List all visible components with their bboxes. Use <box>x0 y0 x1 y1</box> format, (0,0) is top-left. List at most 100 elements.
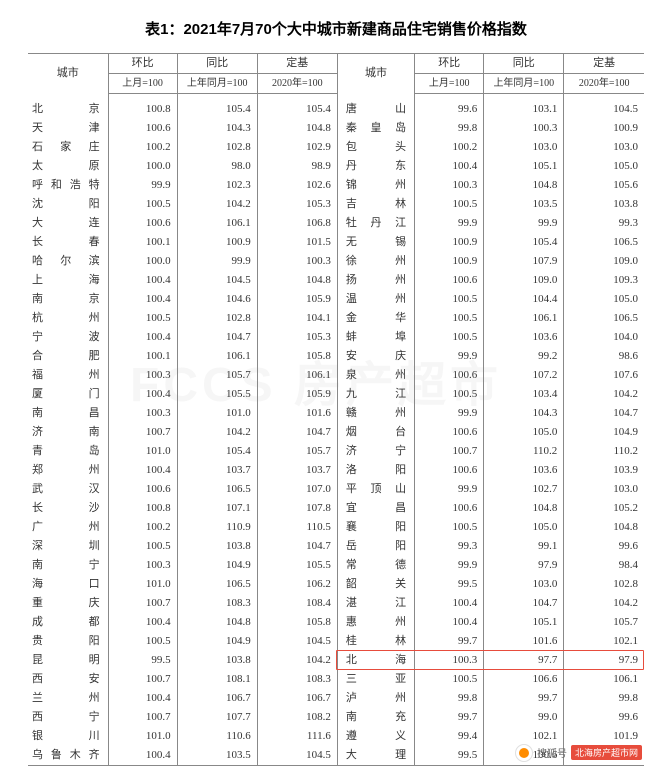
value-cell: 99.5 <box>108 651 177 670</box>
value-cell: 100.7 <box>108 594 177 613</box>
value-cell: 99.6 <box>415 100 484 119</box>
city-cell: 桂林 <box>337 632 414 651</box>
value-cell: 105.4 <box>484 233 564 252</box>
city-cell: 大理 <box>337 746 414 766</box>
city-cell: 贵阳 <box>28 632 108 651</box>
header-base-right: 定基 <box>564 54 644 74</box>
table-row: 长春100.1100.9101.5无锡100.9105.4106.5 <box>28 233 644 252</box>
value-cell: 100.2 <box>415 138 484 157</box>
city-cell: 天津 <box>28 119 108 138</box>
table-row: 南昌100.3101.0101.6赣州99.9104.3104.7 <box>28 404 644 423</box>
city-cell: 丹东 <box>337 157 414 176</box>
value-cell: 104.7 <box>177 328 257 347</box>
city-cell: 南宁 <box>28 556 108 575</box>
value-cell: 100.4 <box>108 271 177 290</box>
value-cell: 100.7 <box>108 670 177 689</box>
value-cell: 103.4 <box>484 385 564 404</box>
value-cell: 100.4 <box>108 385 177 404</box>
sohu-logo-icon <box>515 744 533 762</box>
table-row: 兰州100.4106.7106.7泸州99.899.799.8 <box>28 689 644 708</box>
value-cell: 111.6 <box>257 727 337 746</box>
value-cell: 102.1 <box>564 632 644 651</box>
value-cell: 104.2 <box>257 651 337 670</box>
table-row: 上海100.4104.5104.8扬州100.6109.0109.3 <box>28 271 644 290</box>
value-cell: 109.0 <box>484 271 564 290</box>
city-cell: 包头 <box>337 138 414 157</box>
value-cell: 104.3 <box>484 404 564 423</box>
value-cell: 105.7 <box>564 613 644 632</box>
value-cell: 104.8 <box>257 271 337 290</box>
header-yoy-right: 同比 <box>484 54 564 74</box>
value-cell: 103.5 <box>177 746 257 766</box>
value-cell: 104.8 <box>257 119 337 138</box>
value-cell: 100.5 <box>415 670 484 689</box>
city-cell: 厦门 <box>28 385 108 404</box>
value-cell: 97.9 <box>484 556 564 575</box>
city-cell: 牡丹江 <box>337 214 414 233</box>
city-cell: 北京 <box>28 100 108 119</box>
city-cell: 福州 <box>28 366 108 385</box>
value-cell: 105.4 <box>177 100 257 119</box>
value-cell: 99.9 <box>415 404 484 423</box>
table-row: 青岛101.0105.4105.7济宁100.7110.2110.2 <box>28 442 644 461</box>
value-cell: 105.7 <box>177 366 257 385</box>
value-cell: 101.0 <box>108 442 177 461</box>
value-cell: 104.8 <box>484 499 564 518</box>
table-row: 南京100.4104.6105.9温州100.5104.4105.0 <box>28 290 644 309</box>
city-cell: 秦皇岛 <box>337 119 414 138</box>
city-cell: 蚌埠 <box>337 328 414 347</box>
table-row: 广州100.2110.9110.5襄阳100.5105.0104.8 <box>28 518 644 537</box>
table-header: 城市 环比 同比 定基 城市 环比 同比 定基 上月=100 上年同月=100 … <box>28 54 644 94</box>
value-cell: 110.2 <box>484 442 564 461</box>
value-cell: 100.9 <box>564 119 644 138</box>
value-cell: 101.0 <box>108 575 177 594</box>
value-cell: 110.9 <box>177 518 257 537</box>
value-cell: 99.6 <box>564 708 644 727</box>
value-cell: 99.6 <box>564 537 644 556</box>
city-cell: 西安 <box>28 670 108 689</box>
value-cell: 100.3 <box>257 252 337 271</box>
value-cell: 99.8 <box>564 689 644 708</box>
value-cell: 101.0 <box>177 404 257 423</box>
value-cell: 102.6 <box>257 176 337 195</box>
value-cell: 99.8 <box>415 689 484 708</box>
table-row: 贵阳100.5104.9104.5桂林99.7101.6102.1 <box>28 632 644 651</box>
value-cell: 100.5 <box>415 290 484 309</box>
city-cell: 赣州 <box>337 404 414 423</box>
value-cell: 99.9 <box>415 480 484 499</box>
value-cell: 100.4 <box>108 689 177 708</box>
value-cell: 104.5 <box>564 100 644 119</box>
value-cell: 100.6 <box>108 119 177 138</box>
table-row: 济南100.7104.2104.7烟台100.6105.0104.9 <box>28 423 644 442</box>
value-cell: 99.3 <box>564 214 644 233</box>
value-cell: 103.8 <box>177 651 257 670</box>
value-cell: 99.7 <box>484 689 564 708</box>
value-cell: 110.6 <box>177 727 257 746</box>
value-cell: 100.6 <box>415 499 484 518</box>
city-cell: 锦州 <box>337 176 414 195</box>
header-city-left: 城市 <box>28 54 108 94</box>
value-cell: 106.1 <box>177 214 257 233</box>
value-cell: 99.5 <box>415 575 484 594</box>
value-cell: 106.1 <box>484 309 564 328</box>
value-cell: 105.2 <box>564 499 644 518</box>
value-cell: 98.4 <box>564 556 644 575</box>
city-cell: 湛江 <box>337 594 414 613</box>
value-cell: 100.4 <box>108 328 177 347</box>
value-cell: 102.8 <box>177 138 257 157</box>
value-cell: 104.5 <box>257 632 337 651</box>
value-cell: 105.6 <box>564 176 644 195</box>
value-cell: 100.4 <box>415 594 484 613</box>
header-city-right: 城市 <box>337 54 414 94</box>
city-cell: 海口 <box>28 575 108 594</box>
value-cell: 104.7 <box>484 594 564 613</box>
city-cell: 三亚 <box>337 670 414 689</box>
city-cell: 南京 <box>28 290 108 309</box>
city-cell: 郑州 <box>28 461 108 480</box>
table-row: 深圳100.5103.8104.7岳阳99.399.199.6 <box>28 537 644 556</box>
value-cell: 107.7 <box>177 708 257 727</box>
value-cell: 100.5 <box>108 195 177 214</box>
value-cell: 105.1 <box>484 157 564 176</box>
value-cell: 104.2 <box>564 385 644 404</box>
header-mom-left: 环比 <box>108 54 177 74</box>
